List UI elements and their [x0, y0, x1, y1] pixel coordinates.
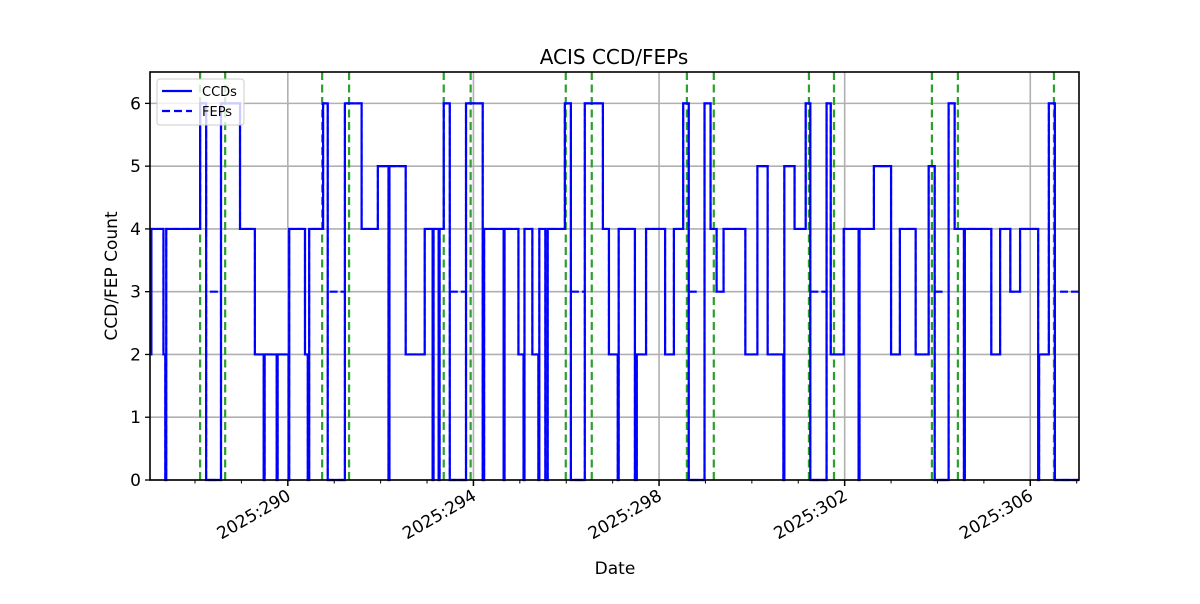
x-tick-label: 2025:302: [771, 486, 852, 544]
chart-title: ACIS CCD/FEPs: [540, 45, 689, 69]
legend-ccds-label: CCDs: [202, 85, 237, 100]
y-tick-label: 5: [130, 157, 141, 177]
x-tick-label: 2025:294: [399, 486, 480, 544]
x-tick-label: 2025:306: [956, 486, 1037, 544]
legend-feps-label: FEPs: [202, 105, 232, 120]
x-axis-label: Date: [595, 559, 636, 579]
x-tick-label: 2025:298: [585, 486, 666, 544]
legend: CCDs FEPs: [156, 78, 245, 126]
y-tick-label: 0: [130, 471, 141, 491]
series-lines: [150, 102, 1079, 482]
y-tick-label: 2: [130, 345, 141, 365]
y-tick-label: 6: [130, 94, 141, 114]
axes-frame: [149, 71, 1080, 481]
x-tick-label: 2025:290: [214, 486, 295, 544]
y-axis-label: CCD/FEP Count: [102, 211, 122, 341]
y-tick-label: 1: [130, 408, 141, 428]
y-tick-label: 3: [130, 283, 141, 303]
y-tick-label: 4: [130, 220, 141, 240]
